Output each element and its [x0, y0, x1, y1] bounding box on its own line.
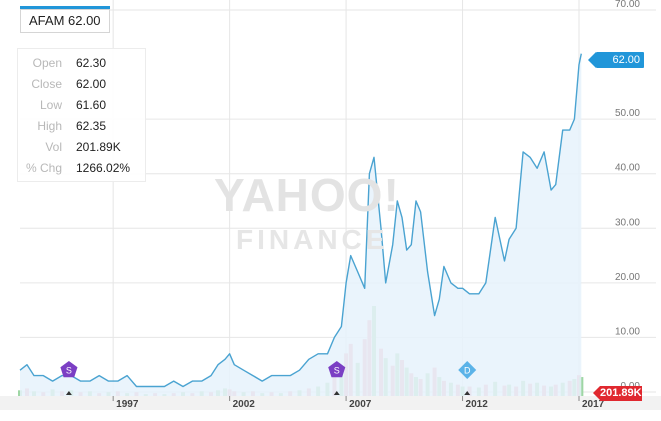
y-tick-label: 20.00 — [615, 272, 640, 283]
ohlc-row-vol: Vol 201.89K — [45, 139, 121, 154]
marker-pointer-icon — [65, 391, 72, 395]
ohlc-row-close: Close 62.00 — [31, 76, 107, 91]
marker-label: D — [464, 366, 471, 376]
watermark-yahoo: YAHOO! — [214, 169, 400, 221]
current-volume-tag: 201.89K — [593, 386, 642, 401]
ohlc-row-pct-chg: % Chg 1266.02% — [25, 160, 131, 175]
ticker-accent-bar — [20, 6, 110, 9]
x-tick-label: 2007 — [349, 399, 372, 410]
x-tick-label: 2017 — [582, 399, 605, 410]
x-tick-label: 2002 — [233, 399, 256, 410]
ticker-label: AFAM 62.00 — [20, 6, 110, 33]
marker-pointer-icon — [333, 391, 340, 395]
x-axis: 1997 2002 2007 2012 2017 — [0, 396, 661, 410]
ticker-text: AFAM 62.00 — [29, 13, 101, 28]
ohlc-row-low: Low 61.60 — [39, 97, 107, 112]
price-area — [20, 53, 582, 396]
pentagon-icon — [328, 361, 346, 378]
volume-bar — [579, 377, 584, 396]
pentagon-icon — [60, 361, 78, 378]
y-tick-label: 10.00 — [615, 326, 640, 337]
y-tick-label: 30.00 — [615, 217, 640, 228]
marker-label: S — [334, 366, 340, 376]
y-tick-label: 50.00 — [615, 108, 640, 119]
ohlc-row-high: High 62.35 — [37, 118, 107, 133]
y-tick-label: 40.00 — [615, 163, 640, 174]
diamond-icon — [458, 361, 477, 379]
x-tick-label: 1997 — [116, 399, 139, 410]
split-marker[interactable]: S — [60, 361, 78, 395]
price-area-fill — [20, 53, 582, 396]
x-axis-band — [0, 396, 661, 410]
split-marker[interactable]: S — [328, 361, 346, 395]
marker-label: S — [66, 366, 72, 376]
watermark-finance: FINANCE — [236, 224, 389, 255]
price-line — [19, 53, 582, 388]
marker-pointer-icon — [464, 391, 471, 395]
y-tick-label: 70.00 — [615, 0, 640, 10]
dividend-marker[interactable]: D — [458, 361, 477, 395]
x-tick-label: 2012 — [466, 399, 489, 410]
price-line-group — [19, 53, 582, 388]
ohlc-row-open: Open 62.30 — [32, 55, 107, 70]
ohlc-panel: Open 62.30 Close 62.00 Low 61.60 High 62.35 … — [17, 48, 146, 182]
current-price-tag: 62.00 — [588, 52, 644, 68]
